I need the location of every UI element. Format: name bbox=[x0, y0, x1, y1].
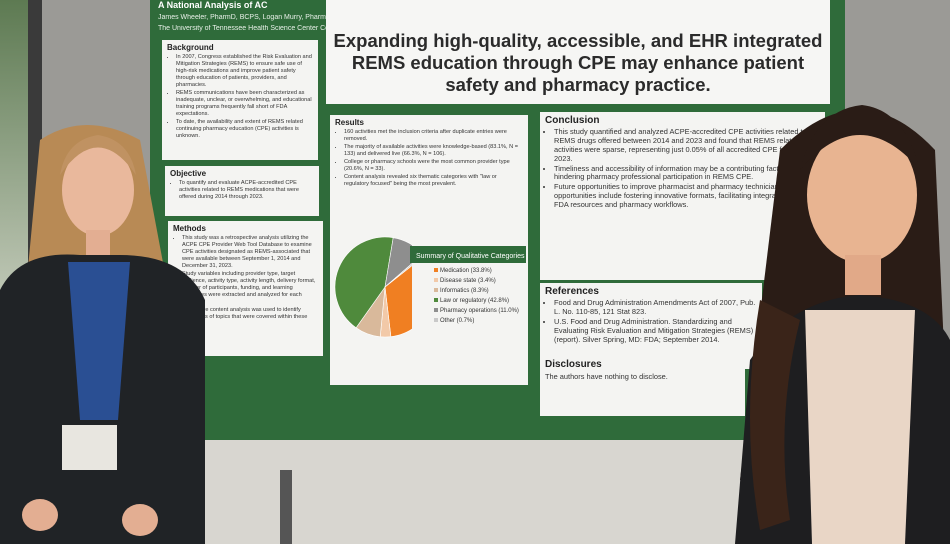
legend-label: Law or regulatory (42.8%) bbox=[440, 298, 509, 304]
legend-swatch bbox=[434, 308, 438, 312]
section-heading: Disclosures bbox=[545, 359, 602, 370]
objective-panel: Objective To quantify and evaluate ACPE-a… bbox=[165, 166, 319, 216]
section-heading: Results bbox=[335, 118, 364, 127]
bullet-item: U.S. Food and Drug Administration. Stand… bbox=[554, 317, 757, 345]
person-left bbox=[0, 125, 205, 544]
poster-title: A National Analysis of AC bbox=[158, 0, 268, 10]
pie-slice bbox=[334, 236, 394, 329]
pie-chart: Summary of Qualitative Categories Medicat… bbox=[334, 236, 526, 340]
section-heading: Conclusion bbox=[545, 115, 600, 126]
references-panel: ReferencesFood and Drug Administration A… bbox=[540, 283, 762, 369]
legend-label: Pharmacy operations (11.0%) bbox=[440, 308, 519, 314]
bullet-list: 160 activities met the inclusion criteri… bbox=[335, 129, 523, 188]
bullet-item: College or pharmacy schools were the mos… bbox=[344, 159, 523, 173]
bullet-list: To quantify and evaluate ACPE-accredited… bbox=[170, 180, 314, 201]
bullet-item: REMS communications have been characteri… bbox=[176, 90, 313, 118]
poster-authors: James Wheeler, PharmD, BCPS, Logan Murry… bbox=[158, 14, 328, 21]
headline: Expanding high-quality, accessible, and … bbox=[326, 0, 830, 104]
bullet-item: This study quantified and analyzed ACPE-… bbox=[554, 127, 820, 164]
bullet-item: Future opportunities to improve pharmaci… bbox=[554, 182, 820, 210]
bullet-list: This study was a retrospective analysis … bbox=[173, 235, 318, 328]
legend-swatch bbox=[434, 318, 438, 322]
bullet-list: In 2007, Congress established the Risk E… bbox=[167, 54, 313, 140]
bullet-item: To quantify and evaluate ACPE-accredited… bbox=[179, 180, 314, 201]
section-heading: Objective bbox=[170, 169, 207, 178]
legend-swatch bbox=[434, 288, 438, 292]
person-right bbox=[735, 105, 950, 544]
section-heading: Methods bbox=[173, 224, 206, 233]
legend-title-bg bbox=[410, 246, 526, 263]
bullet-list: This study quantified and analyzed ACPE-… bbox=[545, 127, 820, 210]
bullet-item: Timeliness and accessibility of informat… bbox=[554, 164, 820, 183]
bullet-item: 160 activities met the inclusion criteri… bbox=[344, 129, 523, 143]
bullet-list: Food and Drug Administration Amendments … bbox=[545, 298, 757, 345]
legend-swatch bbox=[434, 268, 438, 272]
bullet-item: Content analysis revealed six thematic c… bbox=[344, 174, 523, 188]
stand bbox=[280, 470, 292, 544]
bullet-item: In 2007, Congress established the Risk E… bbox=[176, 54, 313, 89]
legend-label: Informatics (8.3%) bbox=[440, 288, 489, 294]
section-heading: Background bbox=[167, 43, 214, 52]
poster-affiliation: The University of Tennessee Health Scien… bbox=[158, 25, 386, 32]
disclosures-panel: Disclosures The authors have nothing to … bbox=[540, 356, 745, 416]
background-panel: Background In 2007, Congress established … bbox=[162, 40, 318, 160]
section-heading: References bbox=[545, 286, 599, 297]
legend-swatch bbox=[434, 298, 438, 302]
bullet-item: The majority of available activities wer… bbox=[344, 144, 523, 158]
legend-label: Medication (33.8%) bbox=[440, 268, 492, 274]
legend-swatch bbox=[434, 278, 438, 282]
legend-label: Other (0.7%) bbox=[440, 318, 474, 324]
bullet-item: This study was a retrospective analysis … bbox=[182, 235, 318, 270]
disclosures-text: The authors have nothing to disclose. bbox=[545, 372, 668, 381]
chart-title: Summary of Qualitative Categories bbox=[416, 253, 525, 260]
bullet-item: To date, the availability and extent of … bbox=[176, 119, 313, 140]
bullet-item: Food and Drug Administration Amendments … bbox=[554, 298, 757, 317]
legend-label: Disease state (3.4%) bbox=[440, 278, 496, 284]
